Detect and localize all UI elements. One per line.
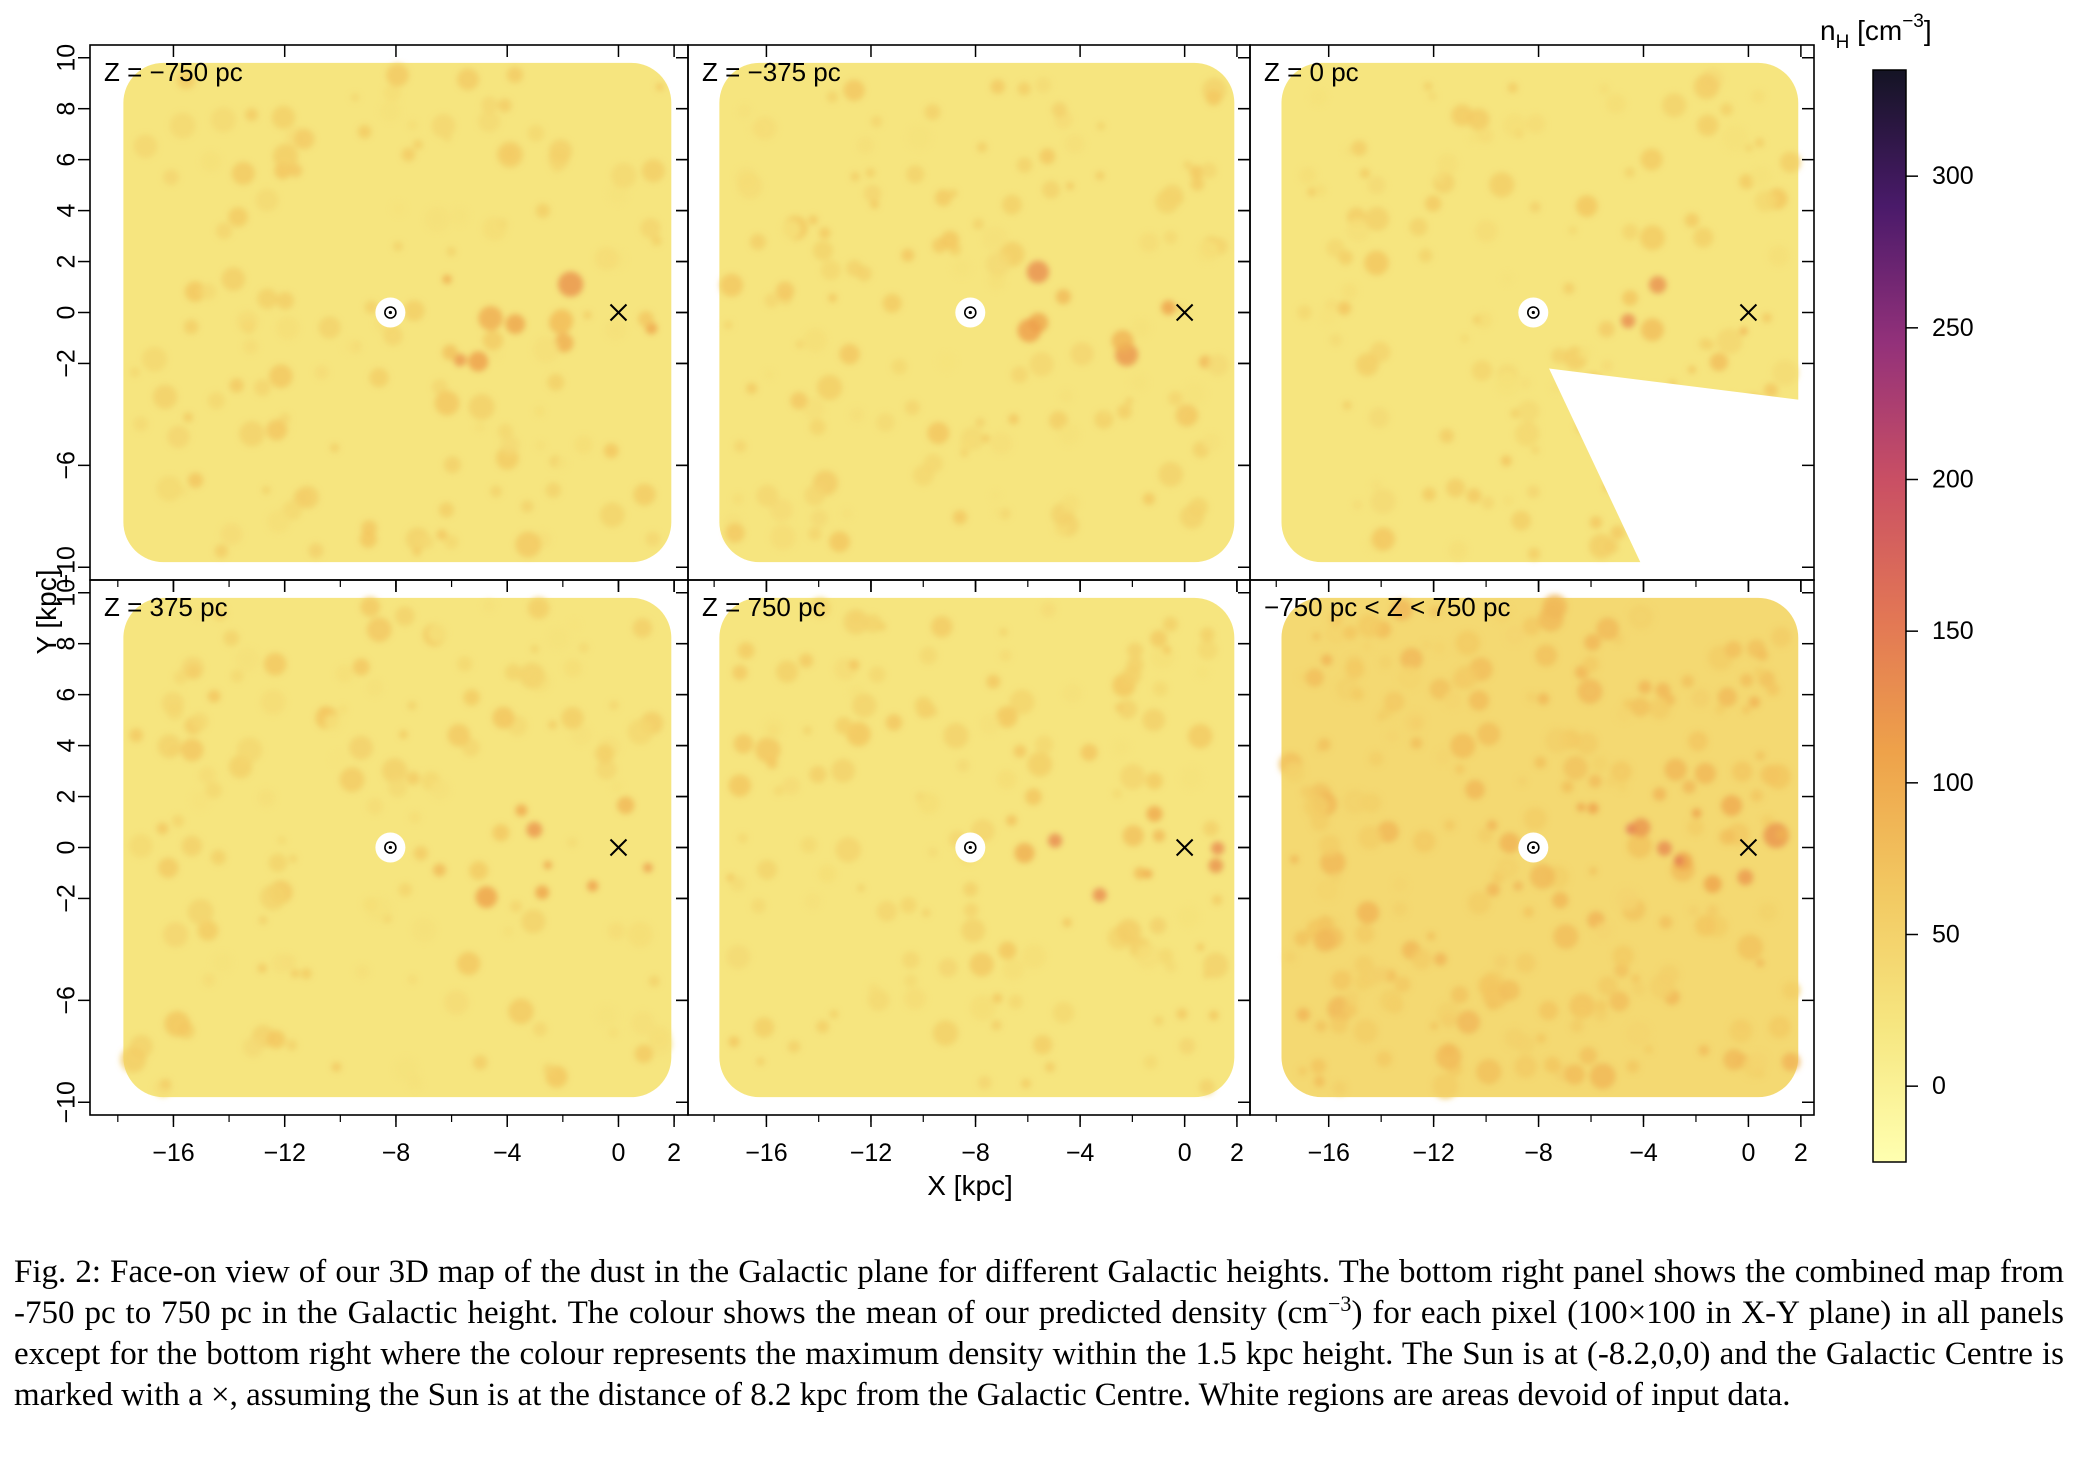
- colorbar-title-sub: H: [1836, 32, 1850, 53]
- colorbar-title-main: n: [1820, 15, 1836, 46]
- x-tick-label: −8: [382, 1139, 411, 1167]
- galactic-centre-marker: [1739, 303, 1758, 322]
- density-texture: [726, 597, 1229, 1095]
- colorbar-title-unit: [cm: [1849, 15, 1902, 46]
- x-tick-label: −12: [1412, 1139, 1454, 1167]
- x-tick-label: −12: [850, 1139, 892, 1167]
- y-tick-label: 4: [53, 739, 81, 753]
- x-tick-label: 2: [1230, 1139, 1244, 1167]
- map-panel-5: Z = 750 pc: [687, 579, 1251, 1116]
- sun-symbol: [384, 841, 397, 854]
- colorbar-title-close: ]: [1924, 15, 1932, 46]
- x-tick-label: 2: [667, 1139, 681, 1167]
- map-panel-1: Z = −750 pc: [89, 44, 689, 581]
- colorbar-tick-label: 150: [1932, 617, 1974, 645]
- caption-exponent: −3: [1328, 1291, 1352, 1316]
- panel-label: Z = −750 pc: [104, 57, 243, 87]
- colorbar-gradient: [1872, 69, 1907, 1163]
- map-panels: Z = −750 pc Z = −375 pc Z = 0 pc Z = 375 pc…: [89, 44, 1815, 1116]
- panel-label: Z = 750 pc: [702, 592, 826, 622]
- axes: 10 8 6 4 2 0 −2 −6 −10 −16 −12 −8 −4 0 2 10 8 6 4 2 0 −2 −6 −10…: [53, 44, 1814, 1167]
- sun-symbol: [1527, 841, 1540, 854]
- y-tick-label: 8: [53, 637, 81, 651]
- y-tick-label: 10: [53, 44, 81, 72]
- x-tick-label: 0: [1741, 1139, 1755, 1167]
- density-texture: [1297, 67, 1801, 562]
- x-tick-label: 0: [1178, 1139, 1192, 1167]
- galactic-centre-marker: [1739, 838, 1758, 857]
- y-tick-label: 0: [53, 306, 81, 320]
- caption-part-2: ) for each pixel (100×100 in X-Y plane) …: [14, 1295, 2065, 1413]
- panel-label: Z = −375 pc: [702, 57, 841, 87]
- sun-symbol: [964, 306, 977, 319]
- colorbar: 0 50 100 150 200 250 300 nH [cm−3]: [1820, 11, 1974, 1163]
- x-axis-title: X [kpc]: [927, 1170, 1013, 1201]
- x-tick-label: −12: [263, 1139, 305, 1167]
- dust-map-figure: Z = −750 pc Z = −375 pc Z = 0 pc Z = 375 pc…: [31, 11, 1974, 1201]
- x-tick-label: 2: [1794, 1139, 1808, 1167]
- galactic-centre-marker: [1175, 838, 1194, 857]
- sun-symbol: [1527, 306, 1540, 319]
- y-tick-label: 0: [53, 841, 81, 855]
- colorbar-tick-label: 300: [1932, 162, 1974, 190]
- galactic-centre-marker: [609, 838, 628, 857]
- x-tick-label: −16: [152, 1139, 194, 1167]
- x-tick-label: −4: [1066, 1139, 1095, 1167]
- panel-label: Z = 0 pc: [1264, 57, 1359, 87]
- map-panel-6: −750 pc < Z < 750 pc: [1249, 579, 1815, 1116]
- y-tick-label: −2: [53, 884, 81, 913]
- colorbar-ticks: 0 50 100 150 200 250 300: [1906, 162, 1974, 1100]
- y-tick-label: 10: [53, 579, 81, 607]
- colorbar-tick-label: 0: [1932, 1072, 1946, 1100]
- x-tick-label: −4: [1629, 1139, 1658, 1167]
- colorbar-tick-label: 200: [1932, 466, 1974, 494]
- no-data-wedge: [1549, 368, 1814, 580]
- y-tick-label: 2: [53, 790, 81, 804]
- y-tick-label: −10: [53, 1081, 81, 1123]
- colorbar-title: nH [cm−3]: [1820, 11, 1932, 53]
- x-tick-label: 0: [612, 1139, 626, 1167]
- density-texture: [120, 597, 672, 1097]
- y-tick-label: 2: [53, 255, 81, 269]
- galactic-centre-marker: [609, 303, 628, 322]
- caption-part-1: Fig. 2: Face-on view of our 3D map of th…: [14, 1254, 2064, 1331]
- map-panel-4: Z = 375 pc: [89, 579, 689, 1116]
- panel-label: Z = 375 pc: [104, 592, 228, 622]
- x-tick-label: −8: [961, 1139, 990, 1167]
- y-tick-label: −2: [53, 349, 81, 378]
- density-texture: [1279, 594, 1801, 1099]
- y-tick-label: 6: [53, 688, 81, 702]
- galactic-centre-marker: [1175, 303, 1194, 322]
- density-texture: [129, 63, 665, 559]
- y-tick-label: −6: [53, 451, 81, 480]
- density-texture: [719, 77, 1229, 553]
- x-tick-label: −4: [493, 1139, 522, 1167]
- sun-symbol: [964, 841, 977, 854]
- map-panel-2: Z = −375 pc: [687, 44, 1251, 581]
- figure-caption: Fig. 2: Face-on view of our 3D map of th…: [14, 1252, 2064, 1416]
- y-tick-label: 6: [53, 153, 81, 167]
- sun-symbol: [384, 306, 397, 319]
- colorbar-tick-label: 250: [1932, 314, 1974, 342]
- x-tick-label: −16: [745, 1139, 787, 1167]
- colorbar-tick-label: 100: [1932, 769, 1974, 797]
- panel-label: −750 pc < Z < 750 pc: [1264, 592, 1510, 622]
- y-tick-label: −6: [53, 986, 81, 1015]
- map-panel-3: Z = 0 pc: [1249, 44, 1815, 581]
- y-tick-label: −10: [53, 546, 81, 588]
- x-tick-label: −16: [1307, 1139, 1349, 1167]
- colorbar-title-exp: −3: [1902, 11, 1924, 32]
- y-tick-label: 8: [53, 102, 81, 116]
- y-axis-title: Y [kpc]: [31, 569, 62, 654]
- y-tick-label: 4: [53, 204, 81, 218]
- colorbar-tick-label: 50: [1932, 921, 1960, 949]
- x-tick-label: −8: [1524, 1139, 1553, 1167]
